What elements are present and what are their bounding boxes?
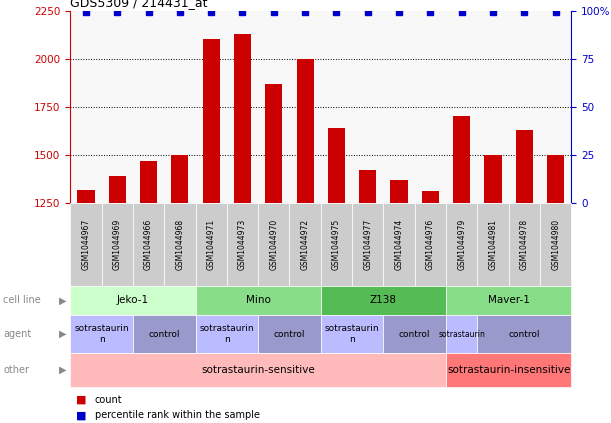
- Bar: [453, 116, 470, 203]
- Bar: [78, 190, 95, 203]
- Text: GSM1044974: GSM1044974: [395, 219, 403, 270]
- Text: sotrastaurin
n: sotrastaurin n: [75, 324, 129, 344]
- Text: count: count: [95, 395, 122, 405]
- Text: Maver-1: Maver-1: [488, 295, 530, 305]
- Text: percentile rank within the sample: percentile rank within the sample: [95, 410, 260, 420]
- Text: control: control: [148, 330, 180, 339]
- Text: ▶: ▶: [59, 295, 67, 305]
- Text: control: control: [399, 330, 431, 339]
- Text: ■: ■: [76, 395, 87, 405]
- Text: GSM1044973: GSM1044973: [238, 219, 247, 270]
- Bar: [296, 59, 313, 203]
- Bar: [328, 128, 345, 203]
- Text: sotrastaurin
n: sotrastaurin n: [200, 324, 254, 344]
- Bar: [547, 155, 564, 203]
- Text: sotrastaurin-insensitive: sotrastaurin-insensitive: [447, 365, 570, 375]
- Bar: [203, 39, 220, 203]
- Bar: [516, 130, 533, 203]
- Bar: [359, 170, 376, 203]
- Text: Mino: Mino: [246, 295, 271, 305]
- Text: GSM1044978: GSM1044978: [520, 219, 529, 270]
- Text: control: control: [508, 330, 540, 339]
- Text: GSM1044981: GSM1044981: [489, 219, 497, 270]
- Text: sotrastaurin: sotrastaurin: [438, 330, 485, 339]
- Text: cell line: cell line: [3, 295, 41, 305]
- Text: GSM1044969: GSM1044969: [113, 219, 122, 270]
- Text: GSM1044975: GSM1044975: [332, 219, 341, 270]
- Text: GSM1044966: GSM1044966: [144, 219, 153, 270]
- Text: GSM1044972: GSM1044972: [301, 219, 310, 270]
- Bar: [265, 84, 282, 203]
- Bar: [390, 180, 408, 203]
- Text: sotrastaurin-sensitive: sotrastaurin-sensitive: [201, 365, 315, 375]
- Text: GSM1044977: GSM1044977: [364, 219, 372, 270]
- Text: GSM1044968: GSM1044968: [175, 219, 185, 270]
- Bar: [109, 176, 126, 203]
- Text: GSM1044980: GSM1044980: [551, 219, 560, 270]
- Text: sotrastaurin
n: sotrastaurin n: [325, 324, 379, 344]
- Text: Z138: Z138: [370, 295, 397, 305]
- Bar: [234, 34, 251, 203]
- Text: GSM1044967: GSM1044967: [81, 219, 90, 270]
- Text: ▶: ▶: [59, 365, 67, 375]
- Text: ▶: ▶: [59, 329, 67, 339]
- Text: control: control: [274, 330, 306, 339]
- Text: GDS5309 / 214431_at: GDS5309 / 214431_at: [70, 0, 208, 9]
- Text: other: other: [3, 365, 29, 375]
- Text: GSM1044979: GSM1044979: [457, 219, 466, 270]
- Text: GSM1044976: GSM1044976: [426, 219, 435, 270]
- Text: GSM1044971: GSM1044971: [207, 219, 216, 270]
- Bar: [485, 155, 502, 203]
- Text: ■: ■: [76, 410, 87, 420]
- Text: Jeko-1: Jeko-1: [117, 295, 149, 305]
- Bar: [422, 192, 439, 203]
- Text: agent: agent: [3, 329, 31, 339]
- Bar: [140, 161, 157, 203]
- Text: GSM1044970: GSM1044970: [269, 219, 278, 270]
- Bar: [171, 155, 188, 203]
